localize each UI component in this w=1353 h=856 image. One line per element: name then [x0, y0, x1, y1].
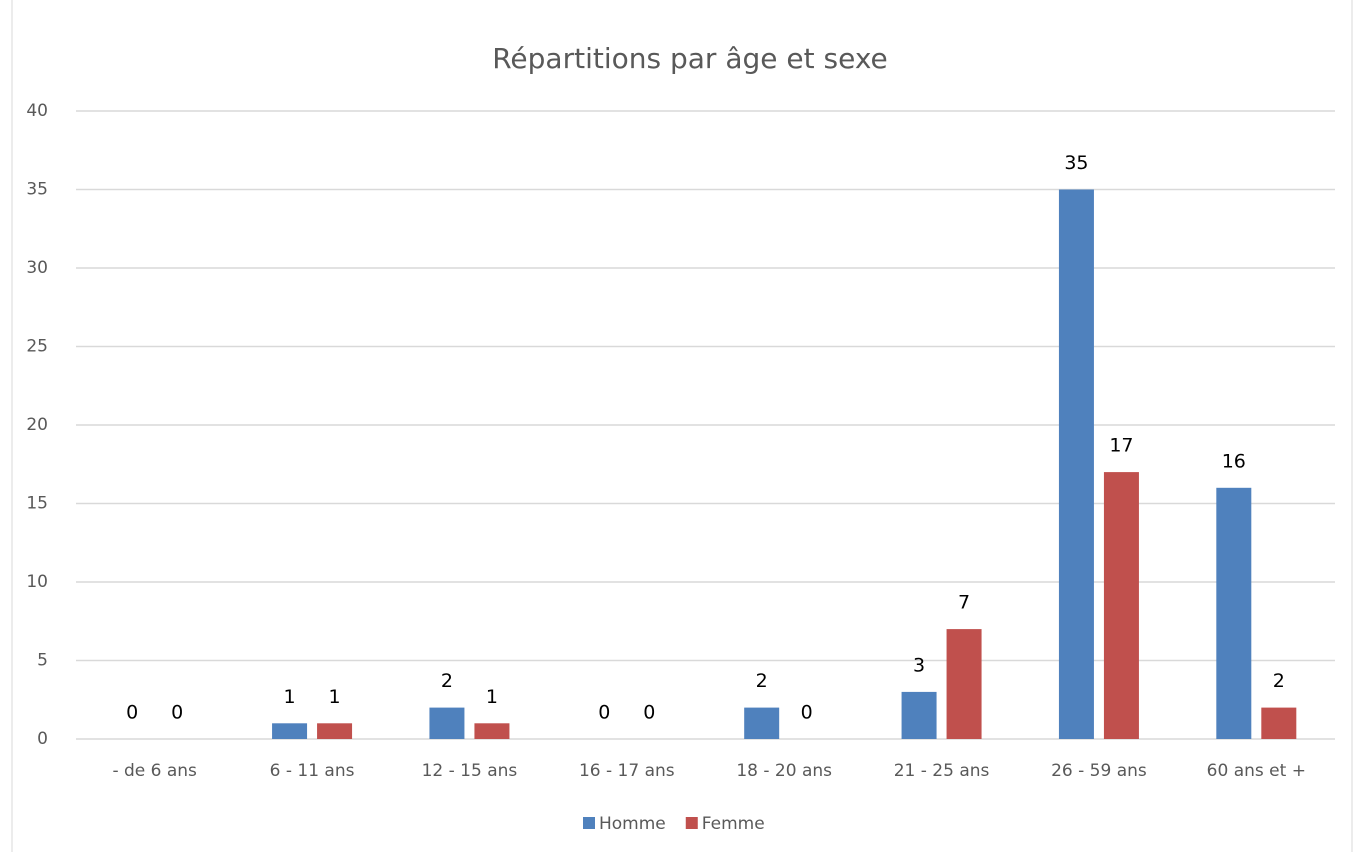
bar — [429, 707, 465, 739]
x-tick-label: 12 - 15 ans — [422, 761, 518, 781]
legend-label: Homme — [599, 814, 666, 834]
data-label: 7 — [958, 592, 970, 614]
bar — [744, 707, 780, 739]
y-tick-label: 40 — [26, 101, 48, 121]
x-tick-label: 16 - 17 ans — [579, 761, 675, 781]
chart-frame — [11, 0, 1353, 856]
data-label: 1 — [486, 686, 498, 708]
x-tick-label: 60 ans et + — [1207, 761, 1306, 781]
bar — [1216, 487, 1252, 739]
y-tick-label: 5 — [37, 651, 48, 671]
data-label: 0 — [801, 702, 813, 724]
bar — [901, 691, 937, 739]
x-tick-label: 21 - 25 ans — [894, 761, 990, 781]
data-label: 1 — [329, 686, 341, 708]
chart-title: Répartitions par âge et sexe — [492, 42, 888, 75]
data-label: 2 — [441, 670, 453, 692]
bar — [1058, 189, 1094, 739]
x-tick-label: - de 6 ans — [112, 761, 197, 781]
y-tick-label: 35 — [26, 180, 48, 200]
y-tick-label: 30 — [26, 258, 48, 278]
bar — [1261, 707, 1297, 739]
legend-swatch — [685, 817, 698, 829]
bar — [272, 723, 308, 739]
y-tick-label: 0 — [37, 729, 48, 749]
bar — [946, 629, 982, 739]
data-label: 35 — [1064, 152, 1088, 174]
data-label: 2 — [756, 670, 768, 692]
data-label: 16 — [1222, 450, 1246, 472]
bar — [317, 723, 353, 739]
data-label: 0 — [126, 702, 138, 724]
data-label: 0 — [598, 702, 610, 724]
data-label: 3 — [913, 654, 925, 676]
y-tick-label: 20 — [26, 415, 48, 435]
y-tick-label: 10 — [26, 572, 48, 592]
legend-swatch — [583, 817, 595, 829]
data-label: 1 — [284, 686, 296, 708]
data-label: 0 — [171, 702, 183, 724]
bar — [474, 723, 510, 739]
x-tick-label: 6 - 11 ans — [270, 761, 355, 781]
y-tick-label: 15 — [26, 494, 48, 514]
bar — [1103, 472, 1139, 739]
x-tick-label: 18 - 20 ans — [736, 761, 832, 781]
legend-label: Femme — [702, 814, 765, 834]
x-tick-label: 26 - 59 ans — [1051, 761, 1147, 781]
data-label: 17 — [1109, 435, 1133, 457]
data-label: 0 — [643, 702, 655, 724]
y-tick-label: 25 — [26, 337, 48, 357]
data-label: 2 — [1273, 670, 1285, 692]
